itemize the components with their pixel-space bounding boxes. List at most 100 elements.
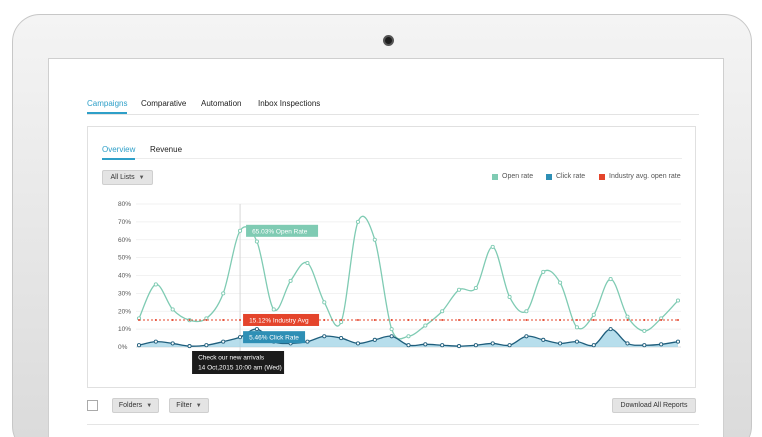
industry-avg-point xyxy=(559,318,562,321)
industry-avg-point xyxy=(441,318,444,321)
industry-avg-point xyxy=(239,318,242,321)
open-rate-point xyxy=(456,287,462,292)
legend-swatch-open xyxy=(492,173,498,180)
open-rate-point xyxy=(524,309,529,314)
tooltip-click-text: 5.46% Click Rate xyxy=(249,335,299,342)
open-rate-point xyxy=(473,285,478,291)
legend-industry-avg[interactable]: Industry avg. open rate xyxy=(599,173,681,180)
click-rate-points xyxy=(136,327,681,349)
click-rate-point xyxy=(153,339,158,344)
tooltip-industry-bg xyxy=(243,313,320,326)
click-rate-point xyxy=(574,339,579,344)
click-rate-point xyxy=(591,343,596,348)
open-rate-point xyxy=(558,280,563,285)
industry-avg-point xyxy=(407,318,410,321)
tab-inbox-inspections[interactable]: Inbox Inspections xyxy=(258,99,321,108)
tab-revenue[interactable]: Revenue xyxy=(150,145,183,154)
legend-open-rate[interactable]: Open rate xyxy=(492,173,533,180)
click-rate-point xyxy=(507,343,512,348)
open-rate-point xyxy=(153,282,158,287)
download-all-reports-button[interactable]: Download All Reports xyxy=(612,398,696,413)
y-tick-label: 70% xyxy=(118,219,131,226)
open-rate-point xyxy=(406,334,411,339)
open-rate-point xyxy=(355,219,361,224)
y-axis-labels: 0% 10% 20% 30% 40% 50% 60% 70% 80% xyxy=(118,201,131,351)
industry-avg-point xyxy=(643,318,646,321)
industry-avg-point xyxy=(458,318,461,321)
tooltip-click-bg xyxy=(243,331,306,344)
click-rate-point xyxy=(322,334,327,339)
tab-overview[interactable]: Overview xyxy=(102,145,136,160)
industry-avg-point xyxy=(390,318,393,321)
legend-label-industry: Industry avg. open rate xyxy=(609,173,681,180)
industry-avg-point xyxy=(491,318,494,321)
open-rate-point xyxy=(238,228,243,233)
click-rate-point xyxy=(490,341,495,346)
screen: Campaigns Comparative Automation Inbox I… xyxy=(48,58,724,437)
industry-avg-point xyxy=(323,318,326,321)
tooltip-open-text: 65.03% Open Rate xyxy=(252,228,308,235)
industry-avg-points xyxy=(138,318,679,321)
industry-avg-point xyxy=(677,318,679,321)
open-rate-point xyxy=(675,298,681,303)
click-rate-point xyxy=(372,337,377,342)
main-tabs: Campaigns Comparative Automation Inbox I… xyxy=(87,99,699,115)
legend-click-rate[interactable]: Click rate xyxy=(546,173,585,180)
industry-avg-point xyxy=(188,318,191,321)
folders-dropdown[interactable]: Folders ▼ xyxy=(112,398,159,413)
folders-label: Folders xyxy=(118,402,143,409)
click-rate-point xyxy=(339,336,344,341)
all-lists-dropdown[interactable]: All Lists ▼ xyxy=(102,170,153,185)
open-rate-point xyxy=(423,323,428,328)
click-rate-point xyxy=(187,344,192,349)
industry-avg-point xyxy=(626,318,629,321)
sub-tabs: Overview Revenue xyxy=(102,143,682,160)
open-rate-point xyxy=(440,309,445,314)
industry-avg-point xyxy=(138,318,140,321)
y-tick-label: 40% xyxy=(118,273,131,280)
click-rate-point xyxy=(170,341,175,346)
tooltip-promo-bg xyxy=(192,351,285,374)
click-rate-point xyxy=(675,339,681,344)
tab-automation[interactable]: Automation xyxy=(201,99,242,108)
click-rate-point xyxy=(473,343,478,348)
open-rate-point xyxy=(389,327,394,332)
industry-avg-point xyxy=(356,318,359,321)
open-rate-point xyxy=(322,300,327,305)
click-rate-point xyxy=(608,327,613,332)
tooltip-industry: 15.12% Industry Avg xyxy=(243,313,320,326)
filter-dropdown[interactable]: Filter ▼ xyxy=(169,398,209,413)
open-rate-point xyxy=(305,260,310,266)
y-tick-label: 10% xyxy=(118,326,131,333)
industry-avg-point xyxy=(525,318,528,321)
camera-icon xyxy=(383,35,394,46)
industry-avg-point xyxy=(171,318,174,321)
select-all-checkbox[interactable] xyxy=(87,400,98,411)
industry-avg-point xyxy=(154,318,157,321)
industry-avg-point xyxy=(340,318,343,321)
click-rate-point xyxy=(541,337,546,342)
click-rate-point xyxy=(136,343,142,348)
chevron-down-icon: ▼ xyxy=(146,402,153,409)
click-rate-point xyxy=(625,341,630,346)
report-panel: Overview Revenue All Lists ▼ Open rate C… xyxy=(87,126,696,388)
click-rate-point xyxy=(524,334,529,339)
filter-label: Filter xyxy=(176,402,192,409)
open-rate-point xyxy=(541,269,546,274)
tab-campaigns[interactable]: Campaigns xyxy=(87,99,128,114)
tab-comparative[interactable]: Comparative xyxy=(141,99,187,108)
click-rate-point xyxy=(659,342,664,347)
click-rate-point xyxy=(456,344,462,349)
click-rate-point xyxy=(642,343,647,348)
legend-swatch-click xyxy=(546,173,552,180)
open-rate-point xyxy=(170,307,175,312)
tooltip-industry-text: 15.12% Industry Avg xyxy=(249,317,309,324)
open-rate-line xyxy=(138,215,679,340)
chevron-down-icon: ▼ xyxy=(138,174,145,181)
open-rate-point xyxy=(642,328,647,333)
open-rate-point xyxy=(221,291,226,296)
open-rate-point xyxy=(591,312,596,317)
divider xyxy=(87,424,699,425)
open-rate-point xyxy=(507,294,512,299)
tooltip-promo: Check our new arrivals 14 Oct,2015 10:00… xyxy=(192,351,285,374)
